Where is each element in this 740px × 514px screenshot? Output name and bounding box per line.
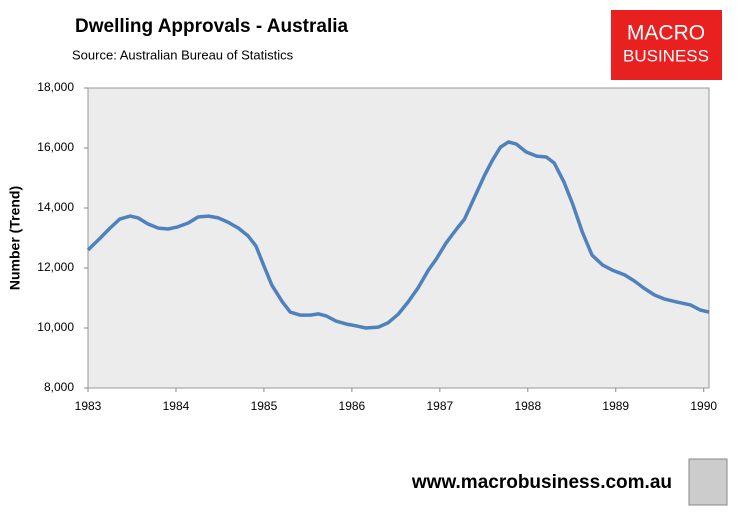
- x-tick-label: 1990: [690, 399, 717, 413]
- chart-subtitle: Source: Australian Bureau of Statistics: [72, 47, 294, 62]
- y-tick-label: 16,000: [37, 140, 74, 154]
- y-tick-label: 14,000: [37, 200, 74, 214]
- y-tick-label: 10,000: [37, 320, 74, 334]
- wolf-icon: [688, 458, 728, 506]
- x-tick-label: 1985: [251, 399, 278, 413]
- logo-text: BUSINESS: [623, 46, 709, 65]
- y-tick-label: 18,000: [37, 80, 74, 94]
- logo-box: [611, 10, 722, 80]
- x-tick-label: 1987: [426, 399, 453, 413]
- footer-url: www.macrobusiness.com.au: [411, 472, 672, 493]
- x-tick-label: 1989: [602, 399, 629, 413]
- plot-area: [87, 87, 710, 389]
- data-line: [86, 140, 710, 330]
- x-tick-label: 1983: [75, 399, 102, 413]
- chart-title: Dwelling Approvals - Australia: [75, 16, 349, 37]
- x-tick-label: 1986: [339, 399, 366, 413]
- x-tick-label: 1988: [514, 399, 541, 413]
- x-tick-label: 1984: [163, 399, 190, 413]
- y-axis-label: Number (Trend): [7, 186, 23, 290]
- y-tick-label: 8,000: [44, 380, 74, 394]
- logo-text: MACRO: [627, 22, 705, 45]
- y-tick-label: 12,000: [37, 260, 74, 274]
